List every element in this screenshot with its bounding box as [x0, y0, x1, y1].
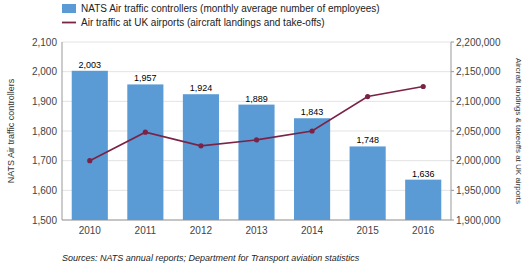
- y2-tick-label: 1,900,000: [456, 215, 501, 226]
- legend-entry: Air traffic at UK airports (aircraft lan…: [81, 17, 325, 28]
- legend-entry: NATS Air traffic controllers (monthly av…: [81, 3, 380, 14]
- line-marker: [254, 137, 259, 142]
- y-tick-label: 2,000: [32, 66, 57, 77]
- data-label: 1,889: [245, 94, 268, 104]
- legend: NATS Air traffic controllers (monthly av…: [62, 3, 380, 28]
- x-tick-label: 2011: [135, 225, 157, 236]
- bar: [183, 94, 219, 220]
- x-tick-label: 2016: [412, 225, 435, 236]
- source-note: Sources: NATS annual reports; Department…: [62, 253, 360, 263]
- line-marker: [87, 158, 92, 163]
- data-label: 1,843: [301, 107, 324, 117]
- bar: [72, 71, 108, 220]
- bar: [127, 84, 163, 220]
- y2-tick-label: 2,000,000: [456, 155, 501, 166]
- y2-tick-label: 2,100,000: [456, 96, 501, 107]
- line-marker: [198, 143, 203, 148]
- data-label: 1,636: [412, 169, 435, 179]
- y-tick-label: 1,500: [32, 215, 57, 226]
- line-marker: [143, 130, 148, 135]
- legend-swatch: [62, 22, 76, 24]
- line: [90, 87, 423, 161]
- x-tick-label: 2012: [190, 225, 213, 236]
- bar: [405, 180, 441, 220]
- grid-line: [62, 42, 451, 43]
- line-marker: [365, 94, 370, 99]
- line-marker: [309, 128, 314, 133]
- y-tick-label: 1,800: [32, 126, 57, 137]
- data-labels: 2,003 1,957 1,924 1,889 1,843 1,748 1,636: [79, 60, 435, 179]
- y-tick-label: 2,100: [32, 37, 57, 48]
- legend-swatch: [62, 4, 76, 13]
- x-tick-label: 2013: [245, 225, 268, 236]
- data-label: 1,748: [356, 135, 379, 145]
- y2-axis-label: Aircraft landings & takeoffs at UK airpo…: [514, 58, 523, 204]
- data-label: 1,924: [190, 83, 213, 93]
- x-tick-label: 2010: [79, 225, 102, 236]
- y-axis: [62, 42, 63, 220]
- y-tick-label: 1,900: [32, 96, 57, 107]
- y2-tick-label: 1,950,000: [456, 185, 501, 196]
- bar: [238, 105, 274, 220]
- data-label: 2,003: [79, 60, 102, 70]
- y2-tick-label: 2,200,000: [456, 37, 501, 48]
- grid-line: [62, 71, 451, 72]
- y-tick-label: 1,700: [32, 155, 57, 166]
- y2-tick-label: 2,150,000: [456, 66, 501, 77]
- bar: [350, 146, 386, 220]
- plot-marks: [72, 71, 442, 220]
- y2-tick-label: 2,050,000: [456, 126, 501, 137]
- y-axis-label: NATS Air traffic controllers: [6, 78, 16, 183]
- y2-axis: [451, 42, 452, 220]
- x-tick-label: 2015: [357, 225, 380, 236]
- y-tick-label: 1,600: [32, 185, 57, 196]
- line-marker: [421, 84, 426, 89]
- data-label: 1,957: [134, 73, 157, 83]
- x-tick-label: 2014: [301, 225, 324, 236]
